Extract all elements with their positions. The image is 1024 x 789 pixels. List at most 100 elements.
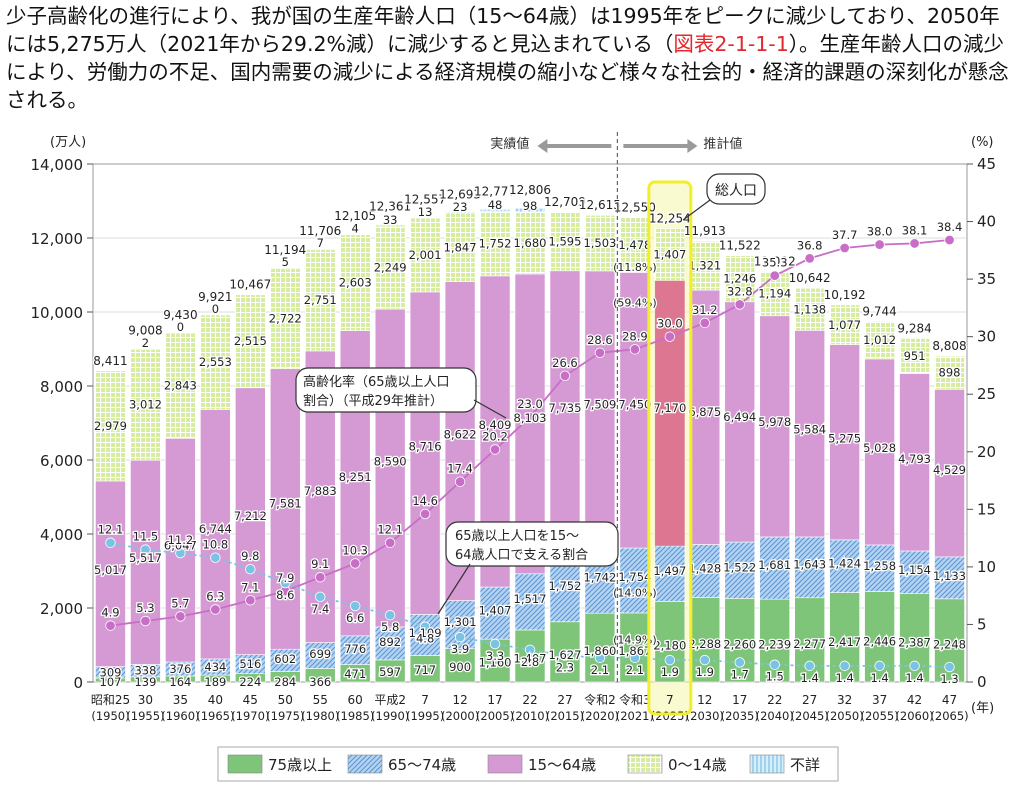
- label-age65: 434: [204, 660, 226, 674]
- bar-segment-unknown: [130, 348, 161, 350]
- point-rate: [839, 242, 850, 254]
- label-age15: 5,978: [758, 415, 791, 429]
- rate-callout-text-1: 高齢化率（65歳以上人口: [303, 374, 450, 390]
- label-unknown: 4: [352, 221, 359, 235]
- x-tick-label: 17: [732, 693, 747, 707]
- support-callout-text-1: 65歳以上人口を15～: [455, 529, 579, 544]
- bar-segment-age15: [269, 368, 301, 650]
- label-age15: 6,494: [723, 410, 756, 424]
- x-axis-unit: (年): [971, 701, 994, 716]
- point-rate: [699, 317, 711, 329]
- label-age75: 2,248: [933, 638, 966, 652]
- label-age15: 7,509: [583, 397, 616, 411]
- bar-segment-age0: [619, 217, 651, 273]
- x-tick-year: (1985): [336, 709, 374, 723]
- point-support: [245, 563, 256, 575]
- label-support: 2.3: [556, 661, 574, 675]
- label-age65: 602: [274, 652, 296, 666]
- bar-segment-age65: [479, 586, 511, 640]
- point-rate: [734, 299, 745, 310]
- highlight-overlay: [654, 280, 685, 546]
- label-total: 12,806: [509, 183, 551, 197]
- x-tick-year: (2060): [895, 709, 933, 723]
- point-support: [210, 552, 221, 563]
- x-tick-label: 令和2: [584, 692, 616, 707]
- label-support: 2.8: [521, 655, 539, 669]
- label-rate: 5.7: [171, 596, 189, 610]
- label-total: 9,744: [862, 304, 896, 318]
- label-age0: 2,751: [304, 293, 337, 307]
- label-support: 2.1: [591, 663, 609, 677]
- point-support: [524, 644, 536, 655]
- bar-segment-age0: [304, 248, 336, 352]
- x-tick-year: (2030): [686, 709, 724, 723]
- label-age65: 1,752: [548, 579, 581, 593]
- share-2021-age0: (11.8%): [613, 261, 657, 274]
- label-rate: 28.9: [622, 329, 648, 343]
- x-tick-year: (2065): [930, 709, 968, 723]
- label-total: 9,284: [897, 321, 931, 335]
- point-rate: [315, 572, 326, 583]
- point-rate: [454, 476, 466, 487]
- point-rate: [874, 239, 885, 250]
- bar-segment-age0: [689, 240, 721, 291]
- y-tick-label: 10,000: [31, 304, 84, 322]
- point-rate: [140, 615, 151, 627]
- label-support: 11.5: [133, 530, 159, 544]
- label-age15: 5,028: [863, 441, 896, 455]
- label-rate: 6.3: [206, 589, 224, 603]
- point-support: [140, 544, 151, 555]
- point-support: [175, 547, 186, 559]
- x-tick-label: 7: [666, 693, 674, 707]
- label-rate: 5.3: [136, 601, 154, 615]
- label-age15: 8,622: [444, 428, 477, 442]
- bar-segment-age0: [899, 338, 930, 374]
- bar-segment-age65: [549, 556, 581, 623]
- x-tick-label: 32: [837, 693, 852, 707]
- bar-segment-age0: [794, 287, 825, 331]
- point-support: [699, 654, 711, 666]
- label-rate: 38.4: [937, 220, 963, 234]
- bar-segment-age0: [584, 214, 616, 272]
- label-age75: 717: [414, 663, 436, 677]
- x-tick-year: (2055): [860, 709, 898, 723]
- point-support: [419, 621, 431, 632]
- label-age75: 1,407: [514, 652, 547, 666]
- label-age75: 2,288: [688, 637, 721, 651]
- label-total: 8,808: [932, 339, 966, 353]
- label-age0: 898: [939, 366, 961, 380]
- intro-paragraph: 少子高齢化の進行により、我が国の生産年齢人口（15～64歳）は1995年をピーク…: [6, 2, 1018, 114]
- label-support: 1.4: [835, 671, 853, 685]
- legend: 75歳以上 65～74歳 15～64歳 0～14歳 不詳: [217, 746, 839, 782]
- bar-segment-unknown: [409, 217, 441, 219]
- bar-segment-age75: [724, 598, 756, 683]
- label-total: 12,777: [474, 184, 516, 198]
- support-callout-text-2: 64歳人口で支える割合: [455, 547, 588, 563]
- label-support: 8.6: [276, 588, 294, 602]
- label-total: 12,254: [649, 212, 691, 226]
- label-age0: 1,194: [758, 287, 791, 301]
- label-support: 1.5: [766, 670, 784, 684]
- population-chart: 1073095,0172,9798,4114.912.11393385,5173…: [31, 132, 996, 782]
- label-age75: 366: [309, 675, 331, 689]
- point-support: [489, 638, 501, 650]
- y2-tick-label: 5: [977, 615, 987, 633]
- arrow-right-icon: [623, 139, 698, 153]
- label-age0: 1,478: [618, 238, 651, 252]
- label-rate: 10.3: [342, 543, 368, 557]
- label-support: 3.9: [451, 642, 469, 656]
- label-rate: 28.6: [587, 333, 613, 347]
- x-tick-year: (1950): [91, 709, 129, 723]
- line-series: [105, 234, 955, 673]
- label-age15: 7,170: [653, 401, 686, 415]
- point-support: [280, 577, 291, 589]
- label-age75: 284: [274, 675, 296, 689]
- label-age75: 139: [134, 675, 156, 689]
- label-age15: 5,584: [793, 423, 826, 437]
- label-support: 6.6: [346, 611, 364, 625]
- figure-link[interactable]: 図表2-1-1-1: [673, 32, 789, 56]
- bar-segment-age0: [514, 211, 546, 275]
- bar-segment-age0: [409, 217, 441, 293]
- label-age75: 164: [169, 675, 191, 689]
- label-age0: 1,595: [548, 234, 581, 248]
